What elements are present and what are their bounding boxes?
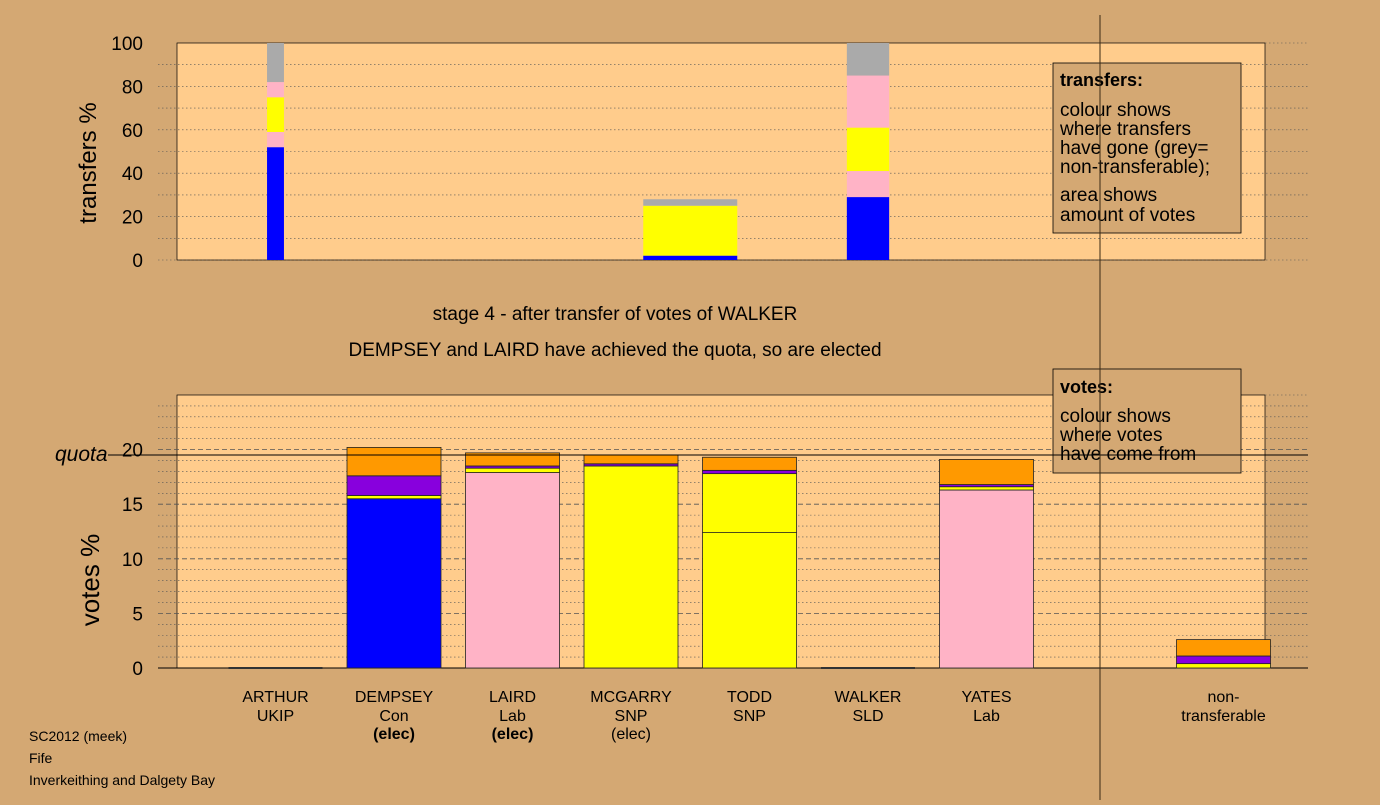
vote-segment-sld <box>939 459 1034 485</box>
transfer-segment-nontransferable <box>846 43 890 76</box>
candidate-party: Lab <box>973 708 1000 725</box>
vote-segment-lab <box>465 472 560 669</box>
quota-label: quota <box>55 443 108 466</box>
candidate-party: SNP <box>733 708 766 725</box>
stage-heading: stage 4 - after transfer of votes of WAL… <box>433 304 798 325</box>
transfer-segment-lab <box>846 75 890 128</box>
transfers-y-tick: 0 <box>132 251 143 272</box>
vote-segment-snp <box>702 473 797 533</box>
transfers-legend-line: where transfers <box>1059 119 1191 140</box>
candidate-party: SNP <box>615 708 648 725</box>
votes-y-axis-label: votes % <box>75 534 105 627</box>
transfers-y-ticks: 0 20 40 60 80 100 <box>111 34 143 272</box>
candidate-party: UKIP <box>257 708 294 725</box>
transfer-segment-snp <box>846 127 890 172</box>
vote-segment-con <box>346 498 442 669</box>
vote-segment-sld <box>1176 639 1271 657</box>
transfer-segment-nontransferable <box>643 199 738 206</box>
transfers-legend-line: colour shows <box>1060 100 1171 121</box>
transfer-segment-lab <box>267 131 284 148</box>
votes-legend-line: have come from <box>1060 444 1196 465</box>
vote-segment-sld <box>702 456 797 471</box>
transfers-y-axis-label: transfers % <box>75 102 102 223</box>
candidate-name: MCGARRY <box>590 689 672 706</box>
candidate-name: TODD <box>727 689 772 706</box>
transfer-segment-lab <box>846 171 890 198</box>
candidate-status: (elec) <box>492 726 534 743</box>
footer-source: SC2012 (meek) <box>29 728 127 744</box>
transfer-segment-con <box>846 197 890 260</box>
candidate-party: Lab <box>499 708 526 725</box>
votes-y-tick: 20 <box>122 441 143 462</box>
votes-y-tick: 15 <box>122 495 143 516</box>
votes-legend-line: where votes <box>1059 425 1162 446</box>
footer-council: Fife <box>29 750 53 766</box>
transfers-y-tick: 100 <box>111 34 143 55</box>
transfers-legend-line: amount of votes <box>1060 205 1195 226</box>
vote-segment-snp <box>346 495 442 500</box>
votes-x-labels: ARTHURUKIPDEMPSEYCon(elec)LAIRDLab(elec)… <box>242 689 1266 743</box>
candidate-status: (elec) <box>611 726 651 743</box>
transfer-segment-snp <box>643 205 738 256</box>
transfers-y-tick: 60 <box>122 121 143 142</box>
votes-bars <box>228 447 1271 669</box>
candidate-name: LAIRD <box>489 689 536 706</box>
vote-segment-snp <box>465 467 560 473</box>
vote-segment-ukip <box>346 475 442 496</box>
transfers-legend-line: area shows <box>1060 185 1157 206</box>
transfers-plot: 0 20 40 60 80 100 transfers % transfers: colo… <box>75 34 1308 272</box>
vote-segment-snp <box>583 465 679 669</box>
vote-segment-ukip <box>702 469 797 475</box>
candidate-name: non- <box>1207 689 1239 706</box>
vote-segment-sld <box>346 447 442 477</box>
transfer-segment-nontransferable <box>267 43 284 83</box>
candidate-name: DEMPSEY <box>355 689 434 706</box>
vote-segment-snp <box>939 486 1034 491</box>
votes-legend-line: colour shows <box>1060 406 1171 427</box>
vote-segment-sld <box>583 454 679 465</box>
transfers-legend-title: transfers: <box>1060 70 1143 90</box>
transfers-gridlines <box>158 42 1308 261</box>
transfers-y-tick: 20 <box>122 208 143 229</box>
transfers-y-tick: 80 <box>122 77 143 98</box>
transfers-legend-line: have gone (grey= <box>1060 138 1208 159</box>
transfers-y-tick: 40 <box>122 164 143 185</box>
candidate-name: YATES <box>961 689 1011 706</box>
transfers-legend-line: non-transferable); <box>1060 157 1210 178</box>
vote-segment-lab <box>939 489 1034 669</box>
candidate-status: (elec) <box>373 726 415 743</box>
elected-status: DEMPSEY and LAIRD have achieved the quot… <box>348 340 881 361</box>
votes-y-tick: 10 <box>122 550 143 571</box>
transfer-segment-con <box>643 255 738 260</box>
candidate-name: ARTHUR <box>242 689 308 706</box>
transfer-segment-lab <box>267 82 284 98</box>
transfers-legend-box <box>1052 62 1242 234</box>
votes-y-tick: 5 <box>132 604 143 625</box>
votes-y-tick: 0 <box>132 659 143 680</box>
candidate-party: Con <box>379 708 408 725</box>
vote-segment-snp <box>1176 663 1271 669</box>
candidate-name: WALKER <box>835 689 902 706</box>
transfers-bars <box>267 43 890 260</box>
votes-legend-box <box>1052 368 1242 474</box>
footer-ward: Inverkeithing and Dalgety Bay <box>29 772 215 788</box>
candidate-party: SLD <box>852 708 883 725</box>
transfer-segment-con <box>267 147 284 260</box>
votes-legend-title: votes: <box>1060 377 1113 397</box>
transfer-segment-snp <box>267 97 284 132</box>
vote-segment-snp <box>702 532 797 669</box>
vote-segment-sld <box>465 452 560 467</box>
candidate-party: transferable <box>1181 708 1266 725</box>
votes-y-ticks: 0 5 10 15 20 <box>122 441 143 680</box>
vote-segment-ukip <box>1176 655 1271 665</box>
